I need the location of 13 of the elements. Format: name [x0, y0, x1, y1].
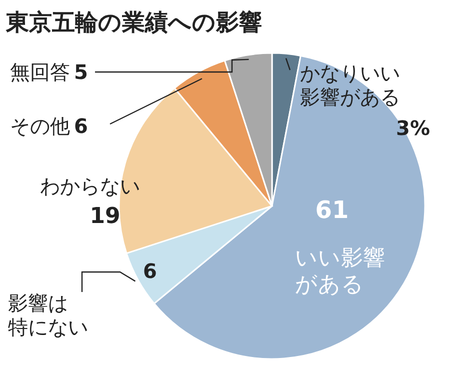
chart-title: 東京五輪の業績への影響 [5, 10, 262, 36]
slice-label: 無回答 [10, 60, 70, 84]
data-label: 61 [315, 196, 349, 224]
slice-label: わからない [40, 174, 140, 198]
slice-label: その他 [10, 114, 70, 138]
slice-label: 影響は特にない [8, 291, 88, 339]
data-label: 6 [74, 114, 88, 138]
data-label: 6 [143, 259, 157, 283]
slice-label: かなりいい影響がある [300, 61, 400, 109]
slice-label: いい影響がある [295, 246, 385, 298]
data-label: 5 [74, 60, 88, 84]
data-label: 3% [396, 116, 430, 140]
data-label: 19 [90, 204, 120, 229]
